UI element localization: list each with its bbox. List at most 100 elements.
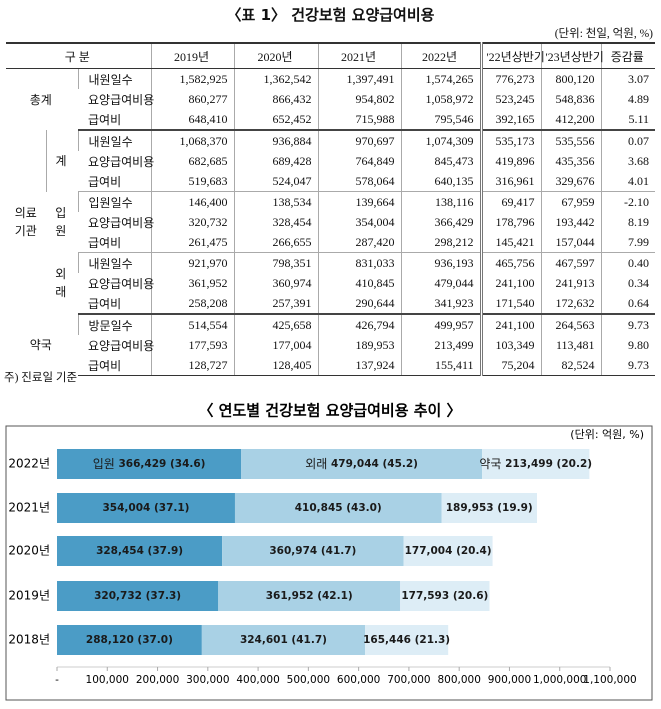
cell-value: 9.80: [600, 335, 656, 355]
cell-value: 8.19: [600, 212, 656, 232]
table-row: 요양급여비용 860,277 866,432 954,802 1,058,972 523,…: [6, 89, 656, 109]
y-tick-label: 2019년: [8, 589, 50, 603]
cell-value: 146,400: [150, 191, 235, 212]
cell-value: 535,173: [480, 130, 542, 151]
cell-value: 113,481: [540, 335, 602, 355]
value-label: 324,601 (41.7): [240, 634, 327, 646]
column-header: 2022년: [400, 42, 483, 69]
cell-value: 354,004: [317, 212, 402, 232]
table-row: 약국 방문일수 514,554 425,658 426,794 499,957 241,10…: [6, 314, 656, 352]
bar-label: 177,593 (20.6): [401, 590, 488, 602]
table-row: 급여비 648,410 652,452 715,988 795,546 392,165 41…: [6, 109, 656, 131]
cell-value: 241,913: [540, 273, 602, 293]
x-tick-label: 400,000: [236, 674, 279, 686]
cell-value: 361,952: [150, 273, 235, 293]
cell-value: 128,727: [150, 355, 235, 376]
value-label: 360,974 (41.7): [269, 545, 356, 557]
cell-value: 9.73: [600, 355, 656, 376]
cell-value: 341,923: [400, 293, 483, 315]
x-tick-label: 100,000: [86, 674, 129, 686]
cell-value: 970,697: [317, 130, 402, 151]
column-header: 구 분: [6, 42, 152, 69]
cell-value: 82,524: [540, 355, 602, 376]
cell-value: 138,116: [400, 191, 483, 212]
table-row: 급여비 258,208 257,391 290,644 341,923 171,540 17…: [6, 293, 656, 315]
value-label: 213,499 (20.2): [505, 458, 592, 470]
cell-value: 435,356: [540, 151, 602, 171]
bar-label: 189,953 (19.9): [446, 502, 533, 514]
table-row: 급여비 519,683 524,047 578,064 640,135 316,961 32…: [6, 171, 656, 192]
subgroup-label: 계: [45, 130, 78, 192]
bar-label: 324,601 (41.7): [240, 634, 327, 646]
cell-value: 193,442: [540, 212, 602, 232]
data-table: 구 분 2019년 2020년 2021년 2022년 '22년상반기 '23년상반기 증감률…: [6, 42, 656, 376]
cell-value: 178,796: [480, 212, 542, 232]
bar-label: 410,845 (43.0): [295, 502, 382, 514]
column-header: 2021년: [317, 42, 402, 69]
row-label: 방문일수: [77, 314, 152, 335]
cell-value: 137,924: [317, 355, 402, 376]
table-row: 요양급여비용 177,593 177,004 189,953 213,499 103,34…: [6, 335, 656, 355]
cell-value: 426,794: [317, 314, 402, 335]
column-header: 2020년: [233, 42, 319, 69]
row-label: 요양급여비용: [88, 154, 155, 169]
table-title: 〈표 1〉 건강보험 요양급여비용: [226, 6, 435, 24]
bar-segment: [222, 536, 404, 566]
bar-segment: [400, 581, 490, 611]
row-label: 요양급여비용: [88, 215, 155, 230]
bar-segment: [57, 449, 242, 479]
chart: 〈 연도별 건강보험 요양급여비용 추이 〉 (단위: 억원, %) - 100,…: [5, 402, 653, 701]
y-tick-label: 2022년: [8, 457, 50, 471]
bar-segment: [218, 581, 401, 611]
cell-value: 764,849: [317, 151, 402, 171]
x-tick-label: 200,000: [136, 674, 179, 686]
cell-value: 954,802: [317, 89, 402, 109]
cell-value: 67,959: [540, 191, 602, 212]
cell-value: 425,658: [233, 314, 319, 335]
cell-value: 419,896: [480, 151, 542, 171]
cell-value: 329,676: [540, 171, 602, 192]
cell-value: 1,582,925: [150, 68, 235, 89]
cell-value: 128,405: [233, 355, 319, 376]
cell-value: 298,212: [400, 232, 483, 253]
x-tick-label: 500,000: [287, 674, 330, 686]
cell-value: 1,362,542: [233, 68, 319, 89]
table-body: 총계 내원일수 1,582,925 1,362,542 1,397,491 1,574,2…: [6, 68, 656, 376]
bar-label: 외래 479,044 (45.2): [305, 457, 418, 471]
bar-segment: [365, 625, 449, 655]
cell-value: 257,391: [233, 293, 319, 315]
cell-value: 69,417: [480, 191, 542, 212]
cell-value: 410,845: [317, 273, 402, 293]
table-row: 요양급여비용 361,952 360,974 410,845 479,044 241,10…: [6, 273, 656, 293]
chart-frame: [5, 425, 653, 701]
bar-label: 288,120 (37.0): [86, 634, 173, 646]
row-label: 내원일수: [77, 252, 152, 273]
bar-label: 약국 213,499 (20.2): [479, 456, 592, 471]
cell-value: 0.34: [600, 273, 656, 293]
cell-value: 287,420: [317, 232, 402, 253]
value-label: 165,446 (21.3): [363, 634, 450, 646]
cell-value: 258,208: [150, 293, 235, 315]
cell-value: 1,058,972: [400, 89, 483, 109]
subgroup-label: 입원: [55, 206, 67, 238]
cell-value: 548,836: [540, 89, 602, 109]
x-tick-label: 800,000: [437, 674, 480, 686]
cell-value: 514,554: [150, 314, 235, 335]
bar-segment: [234, 493, 442, 523]
bar-label: 177,004 (20.4): [405, 545, 492, 557]
cell-value: 523,245: [480, 89, 542, 109]
cell-value: 652,452: [233, 109, 319, 131]
table-row: 입원 입원일수 146,400 138,534 139,664 138,116 69,417…: [6, 191, 656, 238]
cell-value: 535,556: [540, 130, 602, 151]
cell-value: 261,475: [150, 232, 235, 253]
bar-segment: [57, 581, 219, 611]
y-tick-label: 2018년: [8, 633, 50, 647]
column-header: '23년상반기: [540, 42, 604, 69]
chart-unit: (단위: 억원, %): [570, 428, 644, 441]
cell-value: 921,970: [150, 252, 235, 273]
value-label: 366,429 (34.6): [118, 458, 205, 470]
bar-label: 328,454 (37.9): [96, 545, 183, 557]
cell-value: 467,597: [540, 252, 602, 273]
cell-value: 499,957: [400, 314, 483, 335]
value-label: 410,845 (43.0): [295, 502, 382, 514]
